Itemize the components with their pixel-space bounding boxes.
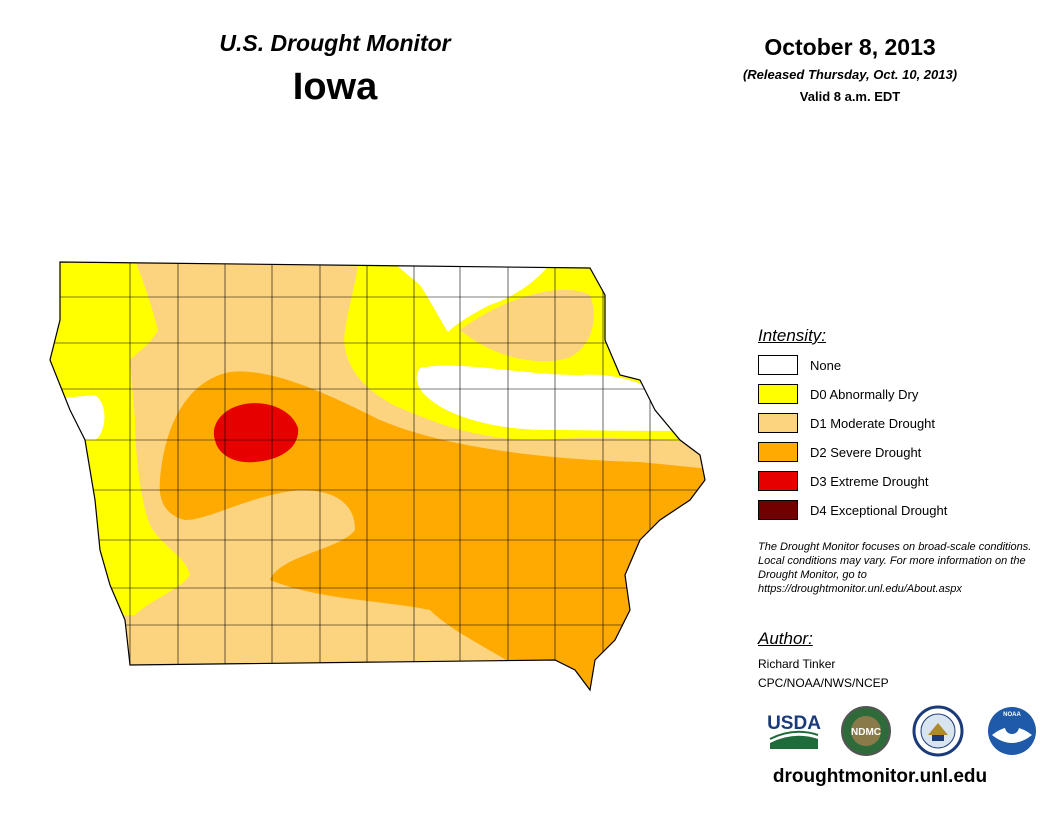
release-date: (Released Thursday, Oct. 10, 2013) (742, 67, 958, 82)
legend-label: D3 Extreme Drought (810, 474, 929, 489)
none-west-area (50, 395, 105, 440)
legend-label: D4 Exceptional Drought (810, 503, 948, 518)
none-north-area (385, 262, 560, 332)
legend-label: D2 Severe Drought (810, 445, 922, 460)
legend-label: D1 Moderate Drought (810, 416, 936, 431)
d2-area (159, 371, 705, 690)
website-url[interactable]: droughtmonitor.unl.edu (772, 766, 988, 787)
map-title: U.S. Drought Monitor (219, 30, 451, 56)
legend-swatch (758, 413, 798, 433)
state-name: Iowa (292, 66, 378, 108)
legend-swatch (758, 355, 798, 375)
none-east-area (416, 365, 700, 431)
map-date: October 8, 2013 (764, 34, 936, 60)
legend-swatch (758, 384, 798, 404)
author-org: CPC/NOAA/NWS/NCEP (758, 676, 889, 690)
noaa-logo: NOAA (988, 707, 1036, 755)
legend-label: D0 Abnormally Dry (810, 387, 919, 402)
usda-logo: USDA (767, 713, 821, 749)
county-lines (50, 262, 705, 690)
legend-swatch (758, 442, 798, 462)
legend-label: None (810, 358, 842, 373)
d3-area (213, 403, 299, 463)
legend-swatch (758, 500, 798, 520)
d1-ne-pocket (460, 289, 594, 362)
drought-areas (50, 262, 705, 690)
iowa-drought-map (49, 261, 706, 692)
ndmc-logo: NDMC (841, 706, 891, 756)
ndmc-logo-text: NDMC (851, 727, 881, 738)
disclaimer-note: The Drought Monitor focuses on broad-sca… (758, 541, 1032, 595)
noaa-logo-text: NOAA (1003, 712, 1021, 718)
author-heading: Author: (758, 629, 813, 648)
usda-logo-text: USDA (767, 713, 821, 734)
valid-time: Valid 8 a.m. EDT (799, 89, 901, 104)
author-name: Richard Tinker (758, 657, 836, 671)
legend-swatch (758, 471, 798, 491)
legend-heading: Intensity: (758, 326, 827, 345)
commerce-seal (912, 705, 964, 757)
iowa-outline (49, 261, 706, 692)
